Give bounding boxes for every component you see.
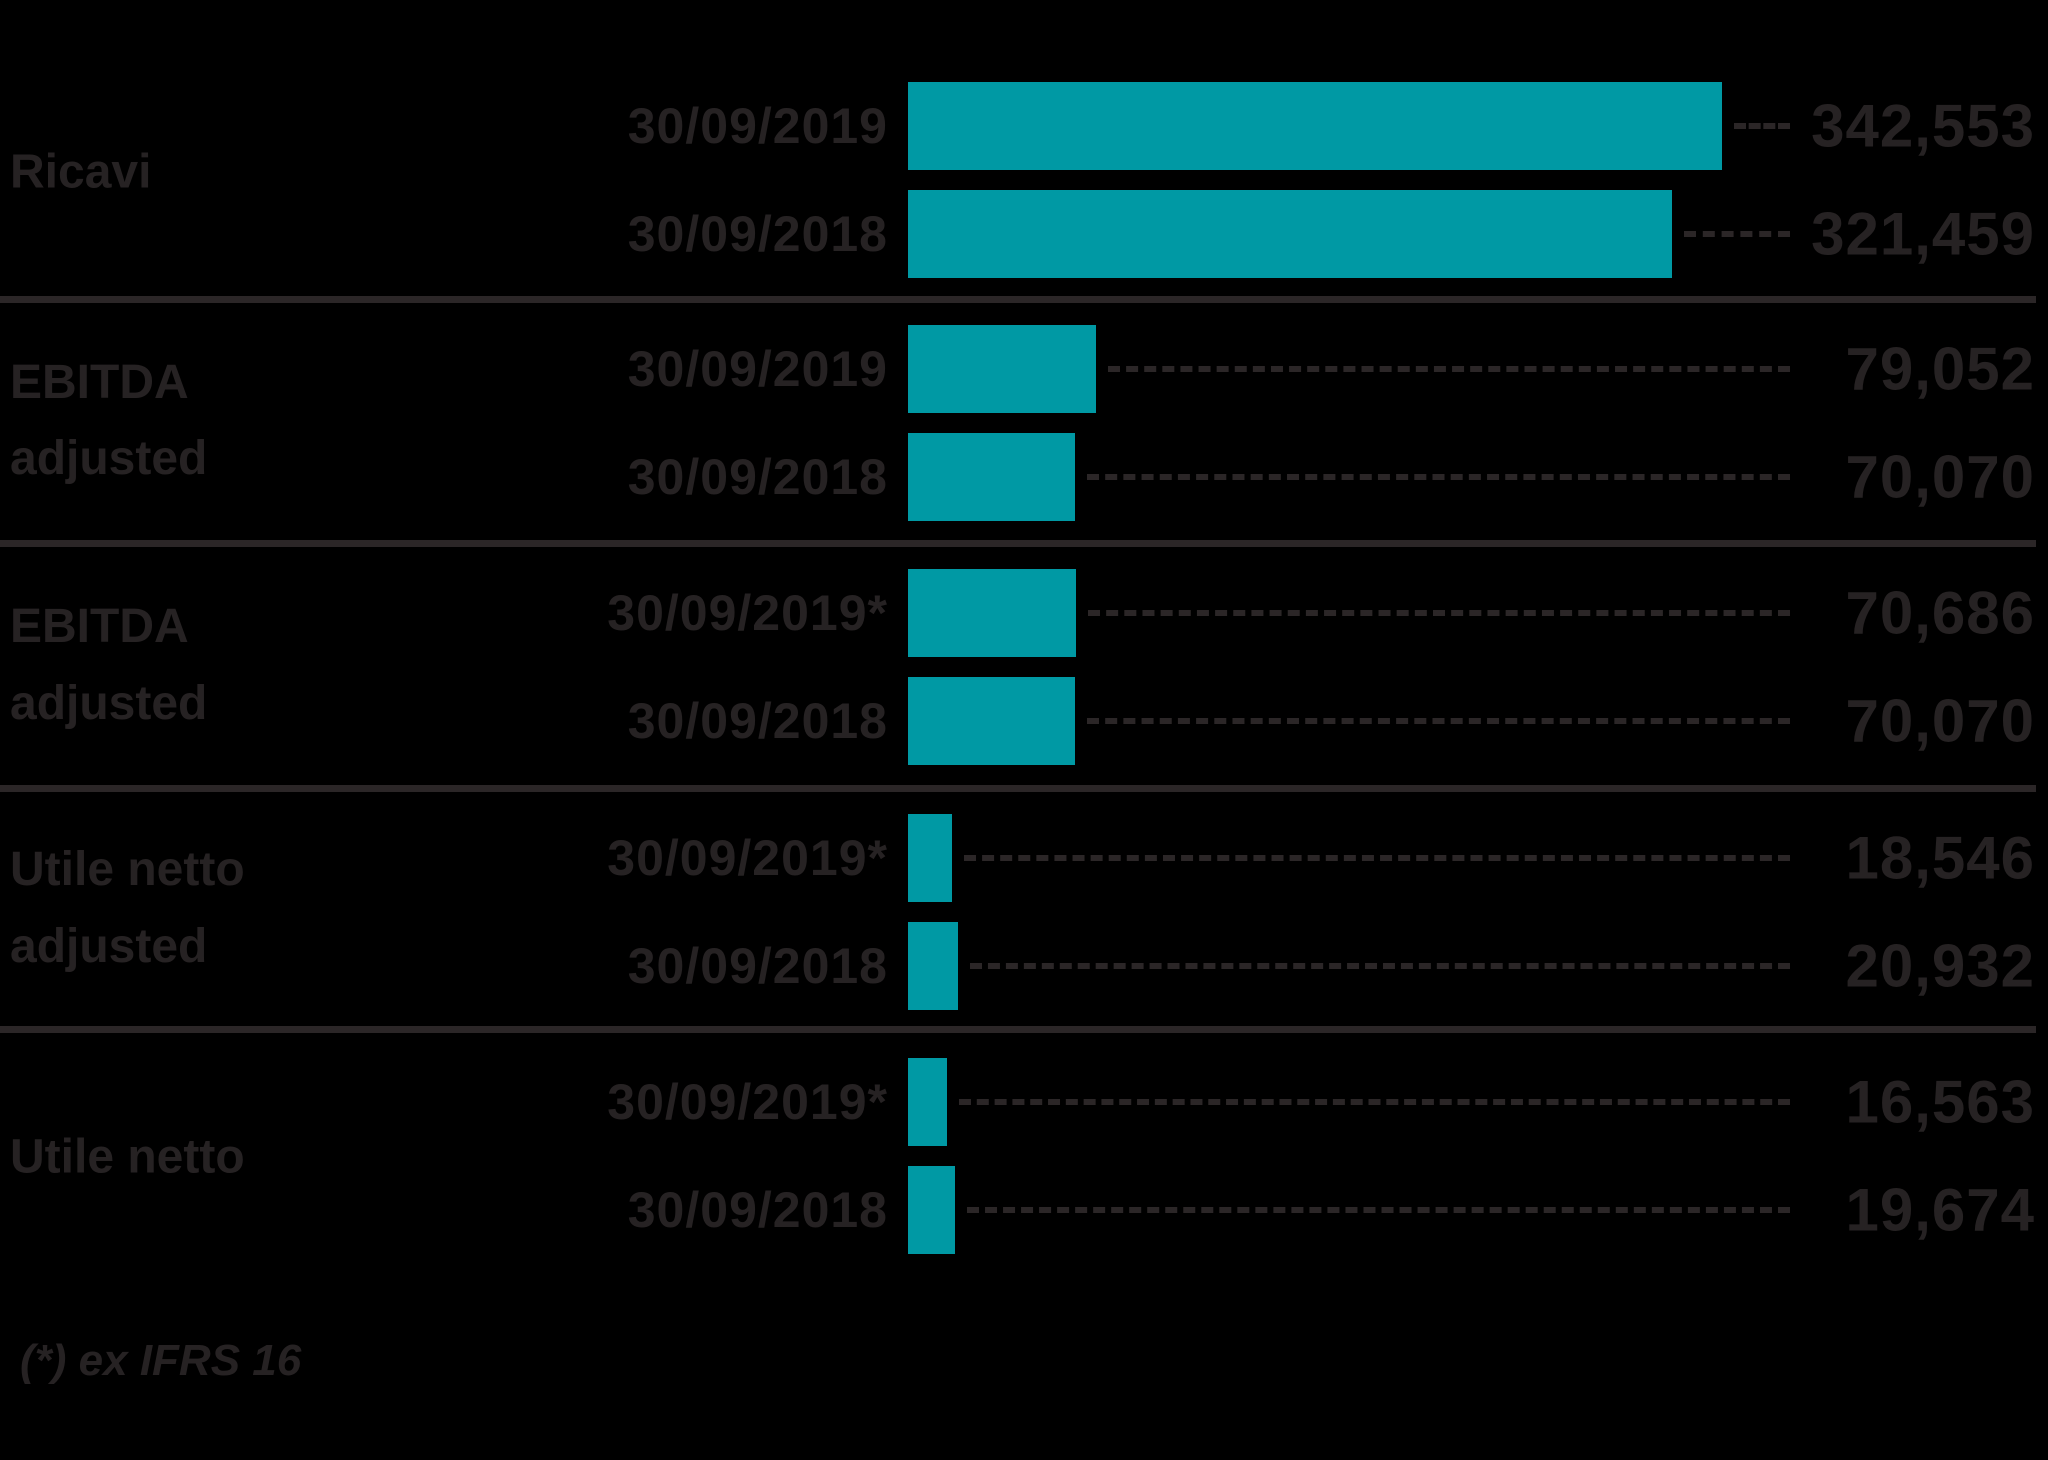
block-separator: [0, 296, 2036, 303]
bar-area: 70,070: [908, 433, 2048, 521]
metric-label-line: Ricavi: [10, 145, 152, 199]
value-bar: [908, 569, 1076, 657]
metric-label-line: Utile netto: [10, 843, 245, 897]
bar-row: 30/09/2019* 18,546: [0, 814, 2048, 902]
metric-label: EBITDA adjusted: [10, 589, 207, 743]
metric-label: EBITDA adjusted: [10, 345, 207, 499]
block-separator: [0, 540, 2036, 547]
metric-label: Utile netto: [10, 1120, 245, 1197]
value-bar: [908, 1166, 955, 1254]
bar-row: 30/09/2019* 16,563: [0, 1058, 2048, 1146]
value-label: 342,553: [1811, 92, 2035, 160]
leader-dashed-line: [964, 855, 1790, 861]
value-bar: [908, 677, 1075, 765]
block-separator: [0, 1026, 2036, 1033]
value-label: 20,932: [1845, 932, 2035, 1000]
metric-block: EBITDA adjusted 30/09/2019* 70,686 30/09/…: [0, 547, 2048, 785]
value-bar: [908, 1058, 947, 1146]
bar-row: 30/09/2019* 70,686: [0, 569, 2048, 657]
bar-area: 20,932: [908, 922, 2048, 1010]
leader-dashed-line: [970, 963, 1790, 969]
bar-row: 30/09/2019 79,052: [0, 325, 2048, 413]
value-bar: [908, 433, 1075, 521]
value-bar: [908, 325, 1096, 413]
period-label: 30/09/2019: [627, 98, 888, 154]
value-label: 321,459: [1811, 200, 2035, 268]
chart-footnote: (*) ex IFRS 16: [20, 1336, 302, 1385]
metric-label-line: adjusted: [10, 432, 208, 486]
metric-rows: 30/09/2019* 18,546 30/09/2018 20,932: [0, 814, 2048, 1010]
value-bar: [908, 814, 952, 902]
period-label: 30/09/2018: [627, 1182, 888, 1238]
metric-label: Utile netto adjusted: [10, 832, 245, 986]
leader-dashed-line: [959, 1099, 1790, 1105]
metric-rows: 30/09/2019* 16,563 30/09/2018 19,674: [0, 1058, 2048, 1254]
value-label: 70,686: [1845, 579, 2035, 647]
bar-row: 30/09/2019 342,553: [0, 82, 2048, 170]
block-separator: [0, 785, 2036, 792]
leader-dashed-line: [1088, 610, 1790, 616]
leader-dashed-line: [1684, 231, 1790, 237]
metric-label-line: adjusted: [10, 677, 208, 730]
metric-label-line: EBITDA: [10, 355, 189, 409]
value-label: 70,070: [1845, 687, 2035, 755]
metric-rows: 30/09/2019 79,052 30/09/2018 70,070: [0, 325, 2048, 521]
bar-area: 70,686: [908, 569, 2048, 657]
bar-area: 70,070: [908, 677, 2048, 765]
bar-row: 30/09/2018 70,070: [0, 433, 2048, 521]
period-label: 30/09/2019*: [607, 830, 888, 886]
leader-dashed-line: [1108, 366, 1790, 372]
value-label: 18,546: [1845, 824, 2035, 892]
bar-area: 342,553: [908, 82, 2048, 170]
bar-row: 30/09/2018 321,459: [0, 190, 2048, 278]
metric-block: Utile netto 30/09/2019* 16,563 30/09/201…: [0, 1033, 2048, 1283]
bar-row: 30/09/2018 20,932: [0, 922, 2048, 1010]
leader-dashed-line: [1734, 123, 1790, 129]
period-label: 30/09/2019: [627, 341, 888, 397]
metric-label-line: Utile netto: [10, 1130, 245, 1184]
bar-area: 321,459: [908, 190, 2048, 278]
leader-dashed-line: [1087, 718, 1790, 724]
value-label: 79,052: [1845, 335, 2035, 403]
bar-area: 16,563: [908, 1058, 2048, 1146]
leader-dashed-line: [967, 1207, 1790, 1213]
bar-row: 30/09/2018 19,674: [0, 1166, 2048, 1254]
metric-label-line: adjusted: [10, 920, 208, 973]
metric-rows: 30/09/2019 342,553 30/09/2018 321,459: [0, 82, 2048, 278]
metric-block: EBITDA adjusted 30/09/2019 79,052 30/09/2…: [0, 303, 2048, 540]
period-label: 30/09/2019*: [607, 585, 888, 641]
value-bar: [908, 922, 958, 1010]
bar-area: 19,674: [908, 1166, 2048, 1254]
metric-rows: 30/09/2019* 70,686 30/09/2018 70,070: [0, 569, 2048, 765]
period-label: 30/09/2018: [627, 938, 888, 994]
bar-area: 79,052: [908, 325, 2048, 413]
value-label: 19,674: [1845, 1176, 2035, 1244]
period-label: 30/09/2018: [627, 449, 888, 505]
value-bar: [908, 82, 1722, 170]
period-label: 30/09/2019*: [607, 1074, 888, 1130]
bar-area: 18,546: [908, 814, 2048, 902]
metric-block: Utile netto adjusted 30/09/2019* 18,546 3…: [0, 792, 2048, 1026]
leader-dashed-line: [1087, 474, 1790, 480]
chart-blocks: Ricavi 30/09/2019 342,553 30/09/2018 321…: [0, 0, 2048, 1283]
metric-label: Ricavi: [10, 135, 151, 212]
period-label: 30/09/2018: [627, 693, 888, 749]
value-bar: [908, 190, 1672, 278]
value-label: 16,563: [1845, 1068, 2035, 1136]
metric-label-line: EBITDA: [10, 600, 189, 654]
metric-block: Ricavi 30/09/2019 342,553 30/09/2018 321…: [0, 0, 2048, 296]
period-label: 30/09/2018: [627, 206, 888, 262]
value-label: 70,070: [1845, 443, 2035, 511]
bar-row: 30/09/2018 70,070: [0, 677, 2048, 765]
